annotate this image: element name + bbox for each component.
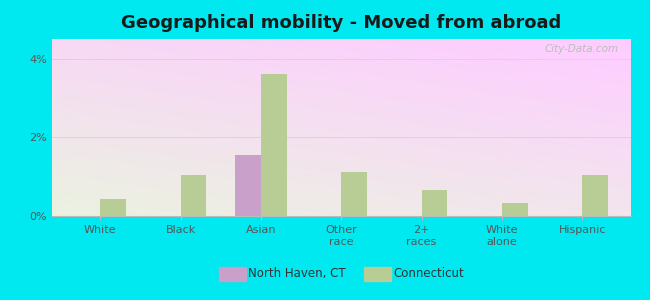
Bar [261, 74, 287, 216]
Legend: North Haven, CT, Connecticut: North Haven, CT, Connecticut [214, 262, 469, 284]
Bar [422, 190, 447, 216]
Bar [341, 172, 367, 216]
Bar [582, 175, 608, 216]
Title: Geographical mobility - Moved from abroad: Geographical mobility - Moved from abroa… [121, 14, 562, 32]
Bar [235, 155, 261, 216]
Text: City-Data.com: City-Data.com [545, 44, 619, 54]
Bar [502, 203, 528, 216]
Bar [100, 200, 126, 216]
Bar [181, 175, 206, 216]
